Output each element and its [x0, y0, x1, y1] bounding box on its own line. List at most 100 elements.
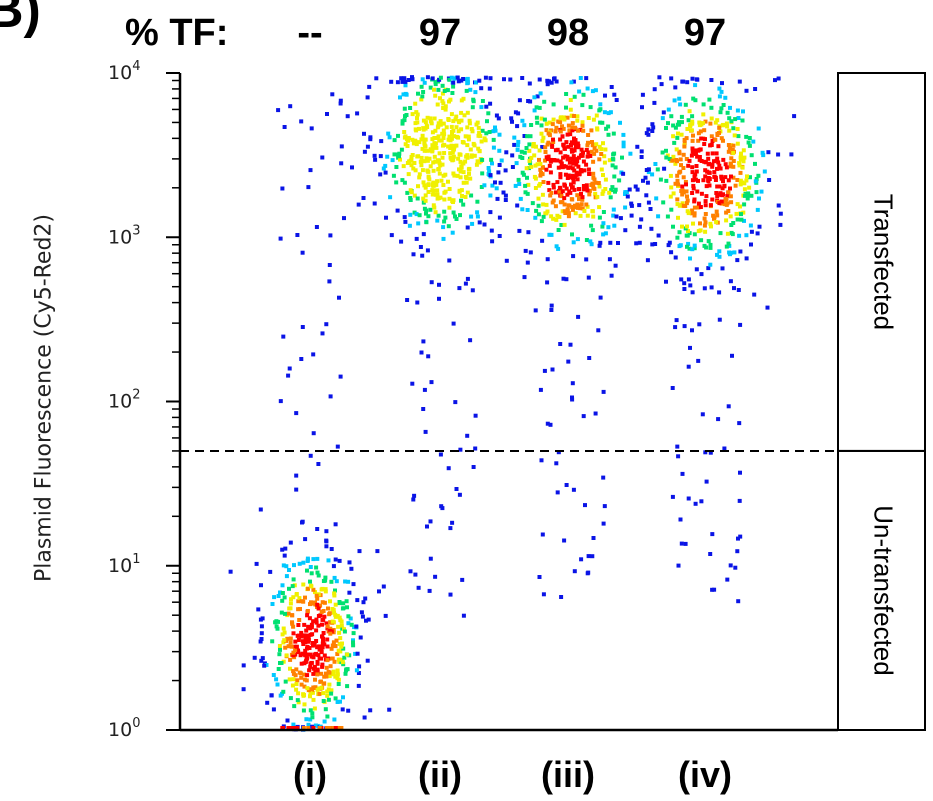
dot	[669, 207, 674, 212]
dot	[701, 112, 706, 117]
dot	[309, 622, 314, 627]
dot	[361, 600, 366, 605]
dot	[708, 262, 713, 267]
dot	[575, 237, 580, 242]
dot	[581, 92, 586, 97]
dot	[354, 624, 359, 629]
dot	[726, 404, 731, 409]
dot	[392, 138, 397, 143]
dot	[469, 193, 474, 198]
dot	[611, 152, 616, 157]
dot	[558, 116, 563, 121]
dot	[719, 176, 724, 181]
dot	[408, 188, 413, 193]
dot	[284, 564, 289, 569]
dot	[676, 454, 681, 459]
dot	[259, 637, 264, 641]
dot	[379, 139, 384, 144]
dot	[685, 244, 689, 249]
dot	[454, 114, 459, 119]
dot	[273, 620, 278, 625]
dot	[641, 178, 645, 183]
dot	[254, 561, 259, 566]
dot	[503, 198, 508, 202]
dot	[753, 87, 758, 91]
dot	[680, 192, 685, 197]
dot	[558, 342, 563, 346]
dot	[356, 683, 361, 688]
dot	[345, 114, 350, 119]
dot	[451, 321, 456, 326]
dot	[706, 176, 711, 180]
dot	[457, 167, 461, 172]
dot	[553, 204, 558, 209]
dot	[544, 128, 549, 133]
dot	[333, 644, 337, 649]
dot	[685, 198, 690, 203]
dot	[287, 568, 291, 572]
dot	[733, 183, 738, 188]
dot	[496, 116, 501, 121]
dot	[707, 161, 712, 166]
dot	[464, 88, 469, 93]
dot	[329, 547, 334, 551]
dot	[547, 120, 552, 125]
dot	[564, 105, 568, 110]
dot	[590, 209, 595, 214]
dot	[409, 154, 414, 159]
dot	[332, 659, 337, 664]
dot	[673, 161, 678, 166]
dot	[408, 106, 413, 110]
dot	[438, 119, 443, 124]
dot	[349, 566, 354, 571]
dot	[525, 191, 530, 196]
dot	[698, 228, 703, 233]
dot	[408, 569, 413, 574]
dot	[291, 653, 296, 658]
dot	[546, 157, 550, 161]
dot	[692, 213, 697, 218]
dot	[457, 120, 462, 125]
dot	[591, 171, 596, 176]
dot	[306, 185, 311, 190]
dot	[669, 185, 674, 190]
dot	[611, 207, 616, 212]
dot	[717, 317, 722, 322]
dot	[549, 80, 554, 85]
dot	[679, 189, 684, 193]
dot	[422, 206, 427, 211]
dot	[690, 170, 695, 175]
dot	[732, 133, 737, 138]
dot	[593, 88, 598, 93]
dot	[436, 167, 441, 172]
dot	[324, 322, 329, 327]
dot	[487, 130, 492, 134]
dot	[670, 158, 675, 163]
dot	[566, 173, 571, 178]
dot	[595, 194, 600, 199]
dot	[295, 726, 300, 730]
dot	[693, 148, 698, 153]
dot	[490, 183, 495, 188]
dot	[683, 541, 688, 546]
dot	[402, 130, 407, 134]
dot	[575, 193, 580, 198]
dot	[721, 138, 725, 143]
dot	[319, 650, 324, 655]
dot	[303, 640, 308, 645]
dot	[351, 582, 356, 587]
dot	[720, 186, 725, 191]
dot	[726, 241, 731, 246]
dot	[351, 631, 356, 636]
dot	[693, 152, 698, 156]
dot	[745, 196, 750, 201]
dot	[439, 504, 444, 509]
dot	[574, 141, 579, 146]
dot	[602, 110, 607, 115]
dot	[535, 94, 540, 99]
dot	[321, 631, 326, 635]
dot	[375, 549, 380, 554]
dot	[387, 707, 392, 712]
dot	[325, 714, 330, 719]
series-1-dots	[338, 75, 545, 618]
